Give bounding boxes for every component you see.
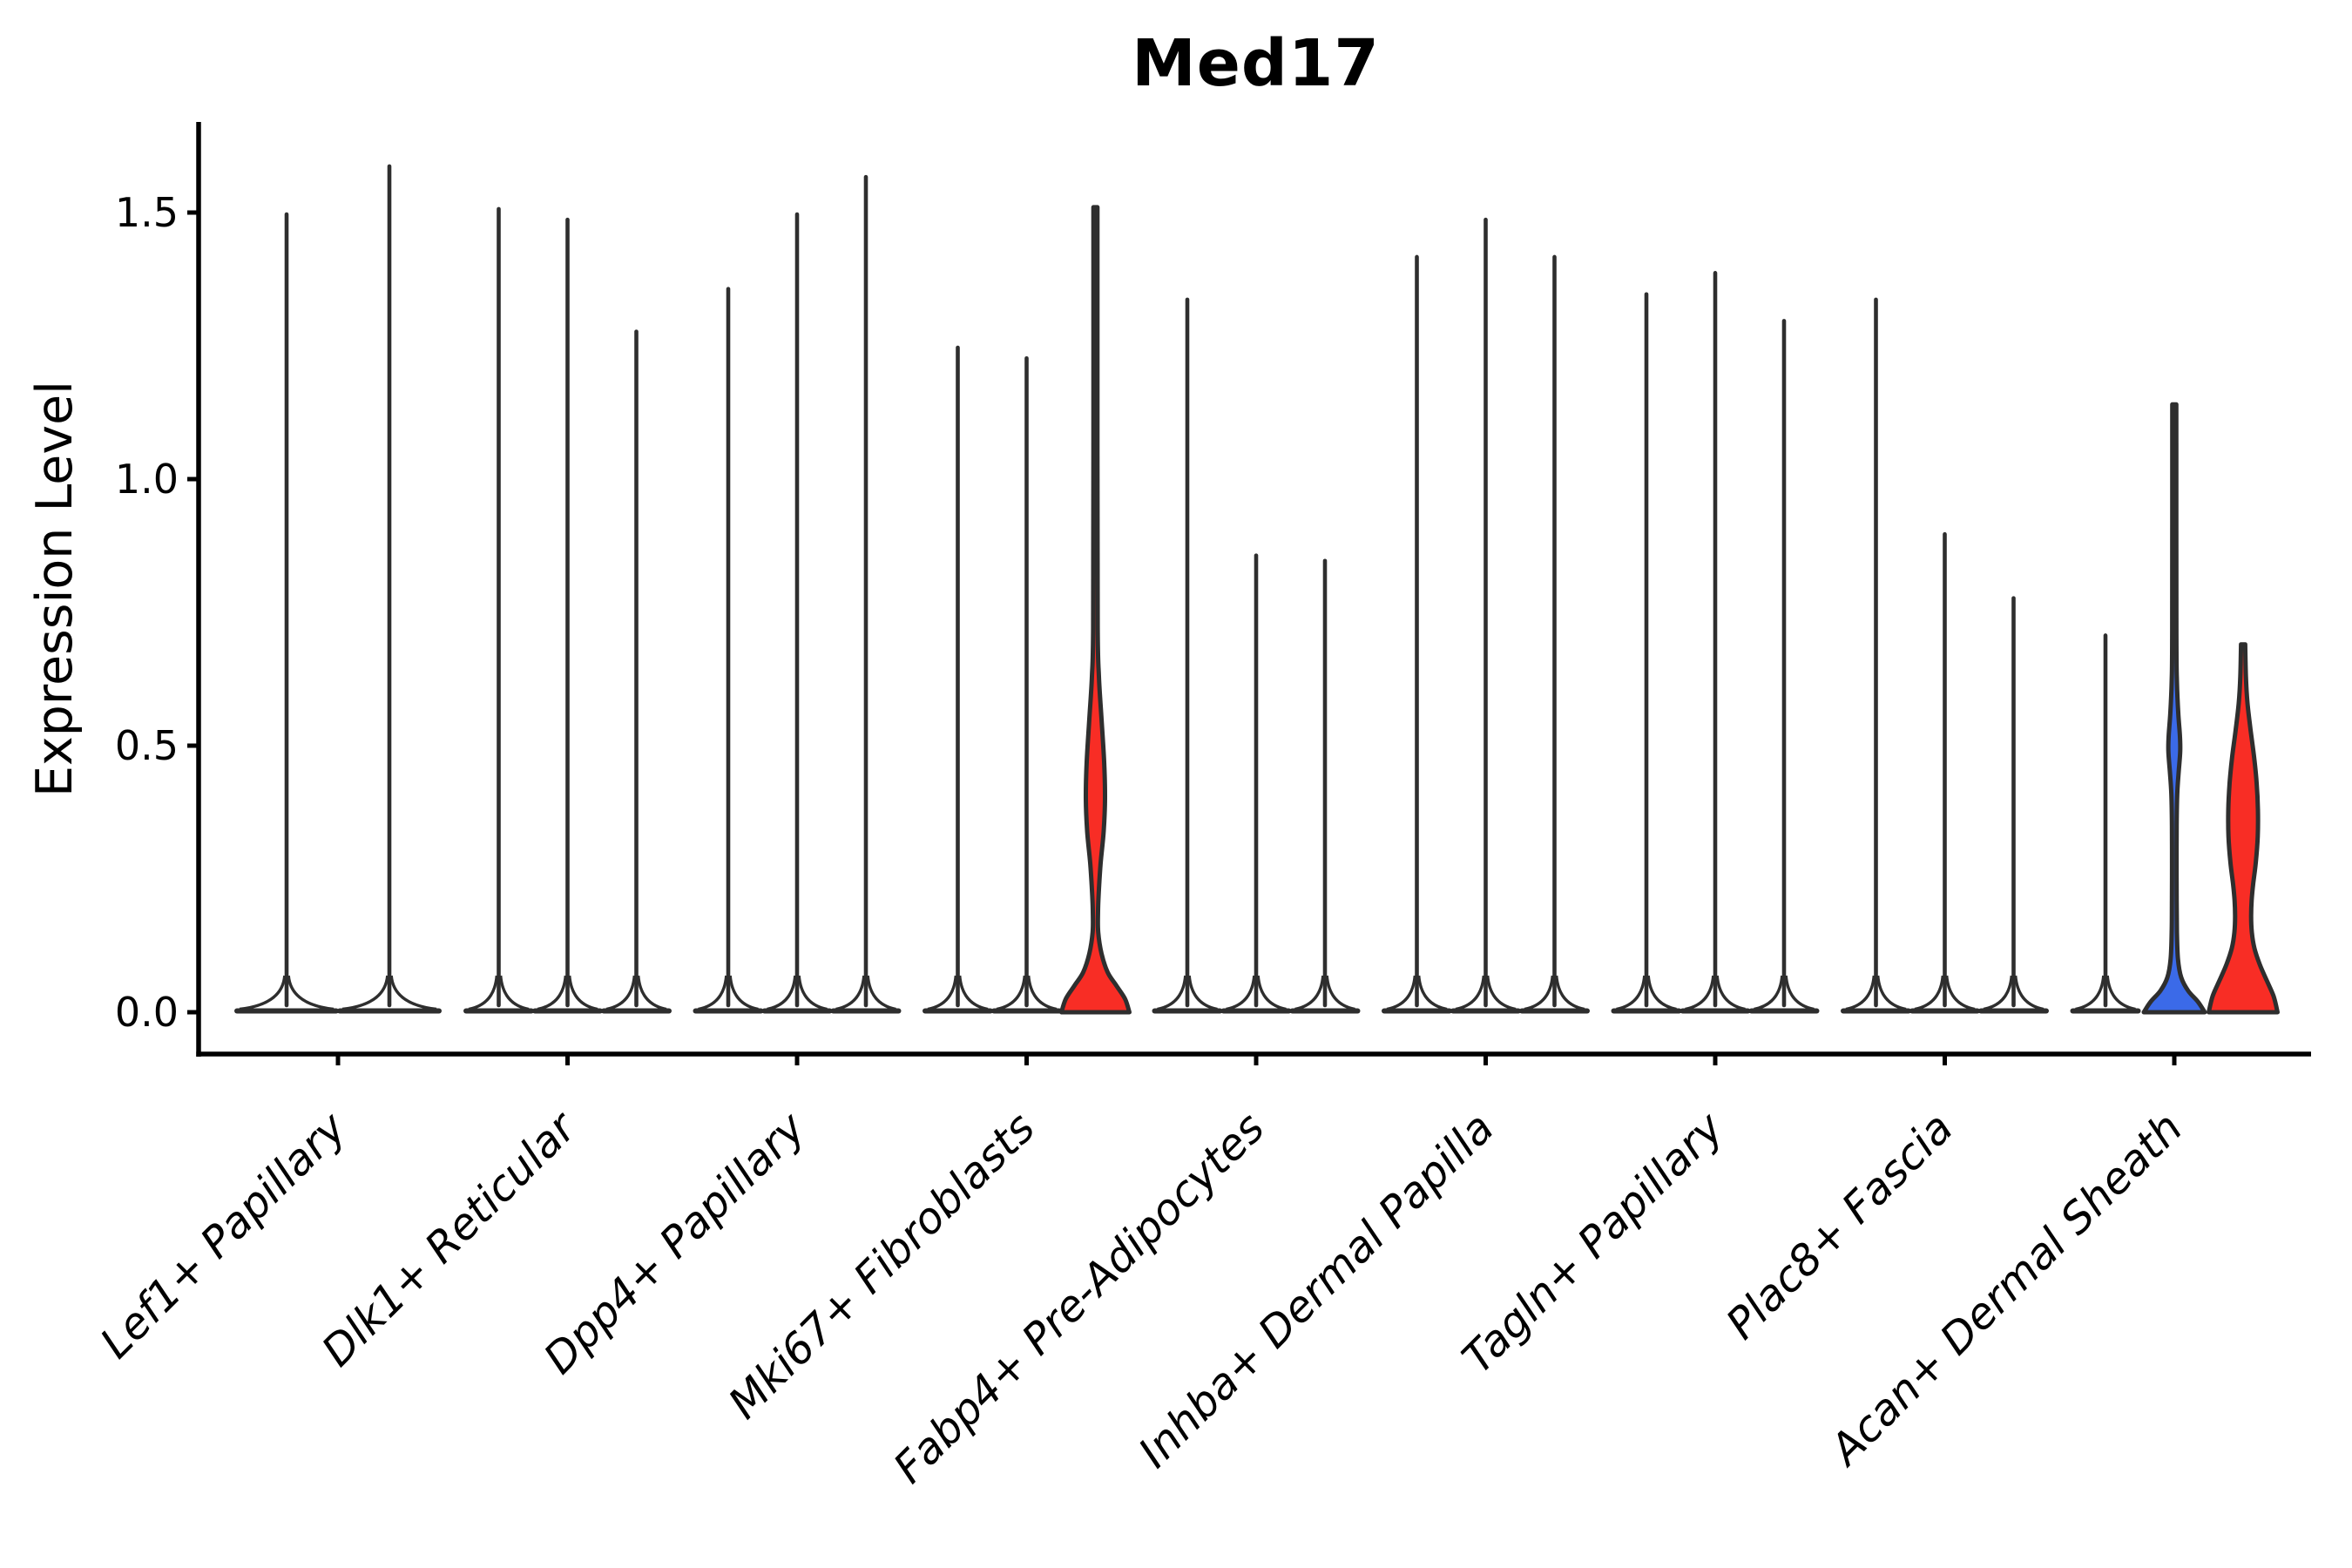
violin-base-flare-right <box>2105 975 2136 1011</box>
violin-base-flare-right <box>1784 975 1815 1011</box>
violin-base-flare-left <box>1685 975 1715 1011</box>
violin-base-flare-left <box>698 975 728 1011</box>
violin-base-flare-right <box>1945 975 1976 1011</box>
violin-base-flare-right <box>1256 975 1287 1011</box>
violin-base-flare-left <box>468 975 498 1011</box>
y-tick-label: 1.0 <box>115 456 179 503</box>
violin-base-flare-left <box>537 975 567 1011</box>
violin-base-flare-left <box>1616 975 1646 1011</box>
violin-base-flare-right <box>728 975 759 1011</box>
violin-base-flare-right <box>1187 975 1218 1011</box>
violin-base-flare-left <box>1524 975 1554 1011</box>
violin-base-flare-left <box>341 975 389 1011</box>
violin-base-flare-right <box>568 975 598 1011</box>
violin-base-flare-left <box>1914 975 1944 1011</box>
violin-base-flare-right <box>1646 975 1677 1011</box>
violin-base-flare-right <box>1486 975 1517 1011</box>
violin-base-flare-left <box>605 975 636 1011</box>
violin-base-flare-right <box>2014 975 2044 1011</box>
violin-base-flare-left <box>1226 975 1256 1011</box>
violin-base-flare-left <box>1157 975 1187 1011</box>
y-tick-label: 0.5 <box>115 722 179 769</box>
violin-base-flare-left <box>996 975 1026 1011</box>
y-tick-label: 0.0 <box>115 989 179 1036</box>
violin-base-flare-right <box>1027 975 1058 1011</box>
violin-base-flare-left <box>1754 975 1784 1011</box>
violin-base-flare-left <box>927 975 957 1011</box>
violin-base-flare-left <box>835 975 866 1011</box>
violin-base-flare-left <box>1845 975 1876 1011</box>
violin-base-flare-left <box>2075 975 2105 1011</box>
violin-base-flare-right <box>1325 975 1355 1011</box>
y-tick-label: 1.5 <box>115 189 179 236</box>
violin-base-flare-right <box>1715 975 1746 1011</box>
violin-body <box>2207 642 2280 1015</box>
x-category-label: Plac8+ Fascia <box>1717 1103 1963 1348</box>
violin-base-flare-right <box>1417 975 1448 1011</box>
plot-title: Med17 <box>1132 26 1380 101</box>
x-category-label: Fabp4+ Pre-Adipocytes <box>884 1103 1274 1493</box>
violin-base-flare-right <box>287 975 335 1011</box>
x-category-label: Dlk1+ Reticular <box>312 1101 586 1375</box>
violin-base-flare-right <box>499 975 530 1011</box>
violin-base-flare-right <box>1876 975 1907 1011</box>
violin-base-flare-left <box>239 975 287 1011</box>
violin-base-flare-left <box>1386 975 1416 1011</box>
violin-base-flare-left <box>767 975 797 1011</box>
violin-base-flare-right <box>637 975 667 1011</box>
violin-base-flare-right <box>797 975 828 1011</box>
violin-body <box>1059 205 1132 1015</box>
violin-base-flare-right <box>958 975 989 1011</box>
x-category-label: Lef1+ Papillary <box>91 1102 356 1368</box>
violin-base-flare-right <box>389 975 437 1011</box>
violin-base-flare-left <box>1983 975 2013 1011</box>
violin-base-flare-right <box>1555 975 1585 1011</box>
violin-base-flare-left <box>1294 975 1325 1011</box>
violin-base-flare-right <box>866 975 896 1011</box>
violin-body <box>2141 402 2207 1015</box>
violin-base-flare-left <box>1455 975 1485 1011</box>
